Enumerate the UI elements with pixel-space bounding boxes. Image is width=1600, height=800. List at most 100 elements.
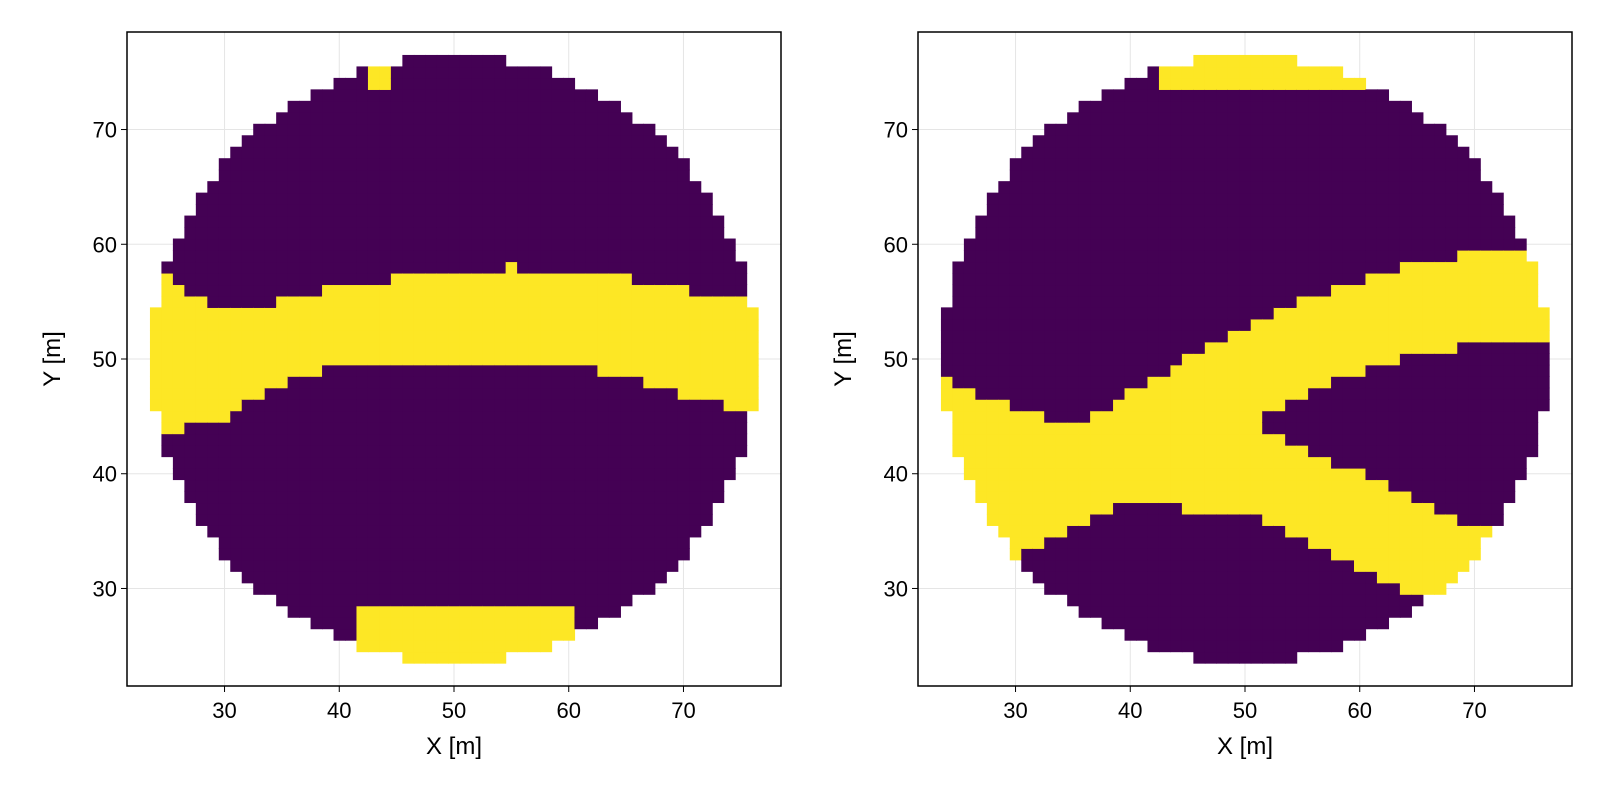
background-cell	[1181, 158, 1194, 171]
background-cell	[597, 227, 610, 240]
background-cell	[1331, 559, 1344, 572]
channel-cell	[1239, 54, 1252, 68]
background-cell	[1204, 158, 1217, 171]
background-cell	[1273, 181, 1286, 194]
channel-cell	[1078, 445, 1091, 458]
channel-cell	[608, 341, 621, 354]
channel-cell	[1411, 502, 1424, 515]
background-cell	[1158, 204, 1172, 217]
background-cell	[1021, 250, 1034, 263]
background-cell	[1480, 479, 1493, 492]
background-cell	[952, 353, 965, 366]
channel-cell	[975, 433, 988, 446]
channel-cell	[448, 272, 461, 286]
channel-cell	[746, 318, 759, 331]
background-cell	[390, 433, 403, 446]
channel-cell	[1308, 66, 1321, 79]
background-cell	[1422, 364, 1435, 377]
background-cell	[379, 261, 392, 274]
background-cell	[654, 479, 667, 492]
background-cell	[241, 284, 254, 297]
background-cell	[345, 582, 358, 595]
background-cell	[608, 158, 621, 171]
background-cell	[195, 215, 208, 228]
background-cell	[1147, 364, 1160, 377]
channel-cell	[413, 640, 426, 653]
background-cell	[253, 238, 266, 251]
background-cell	[413, 66, 426, 79]
background-cell	[1101, 582, 1114, 595]
background-cell	[700, 479, 713, 492]
background-cell	[425, 559, 438, 572]
background-cell	[184, 422, 197, 435]
channel-cell	[735, 341, 748, 354]
background-cell	[1354, 215, 1367, 228]
channel-cell	[963, 422, 976, 435]
background-cell	[528, 548, 541, 561]
background-cell	[517, 571, 530, 584]
background-cell	[1422, 422, 1435, 435]
background-cell	[1078, 284, 1091, 297]
background-cell	[1388, 112, 1401, 125]
background-cell	[482, 582, 495, 595]
background-cell	[1273, 112, 1286, 125]
channel-cell	[253, 353, 266, 366]
channel-cell	[1147, 456, 1160, 469]
background-cell	[1101, 284, 1114, 297]
background-cell	[1090, 204, 1103, 217]
background-cell	[631, 376, 644, 389]
channel-cell	[1239, 376, 1252, 389]
channel-cell	[471, 318, 484, 331]
background-cell	[482, 181, 495, 194]
background-cell	[1147, 559, 1160, 572]
background-cell	[540, 112, 553, 125]
background-cell	[1170, 89, 1183, 102]
background-cell	[1342, 410, 1355, 423]
channel-cell	[390, 284, 403, 297]
channel-cell	[746, 330, 759, 343]
background-cell	[218, 158, 231, 171]
background-cell	[505, 181, 518, 194]
background-cell	[459, 456, 472, 469]
channel-cell	[746, 387, 759, 400]
background-cell	[264, 181, 277, 194]
channel-cell	[1399, 571, 1412, 584]
channel-cell	[425, 318, 438, 331]
background-cell	[1514, 353, 1527, 366]
background-cell	[1354, 387, 1367, 400]
channel-cell	[1181, 456, 1194, 469]
background-cell	[1342, 204, 1355, 217]
background-cell	[218, 548, 231, 561]
channel-cell	[1250, 502, 1263, 515]
background-cell	[666, 422, 679, 435]
background-cell	[1021, 399, 1034, 412]
channel-cell	[1250, 66, 1263, 79]
background-cell	[1193, 100, 1206, 113]
background-cell	[1308, 548, 1321, 561]
channel-cell	[1491, 330, 1504, 343]
background-cell	[1250, 513, 1263, 526]
background-cell	[287, 422, 300, 435]
background-cell	[1078, 330, 1091, 343]
background-cell	[1239, 617, 1252, 630]
background-cell	[1090, 582, 1103, 595]
background-cell	[1181, 272, 1194, 286]
background-cell	[1491, 490, 1504, 504]
background-cell	[1078, 250, 1091, 263]
channel-cell	[1250, 77, 1263, 90]
background-cell	[1124, 215, 1137, 228]
channel-cell	[1308, 479, 1321, 492]
background-cell	[207, 525, 220, 538]
background-cell	[1250, 227, 1263, 240]
channel-cell	[620, 341, 633, 354]
background-cell	[448, 387, 461, 400]
background-cell	[723, 433, 736, 446]
channel-cell	[1308, 341, 1321, 354]
channel-cell	[723, 307, 736, 320]
channel-cell	[1468, 307, 1481, 320]
background-cell	[1136, 364, 1149, 377]
channel-cell	[998, 433, 1011, 446]
background-cell	[230, 468, 243, 481]
channel-cell	[1044, 479, 1057, 492]
channel-cell	[1514, 307, 1527, 320]
